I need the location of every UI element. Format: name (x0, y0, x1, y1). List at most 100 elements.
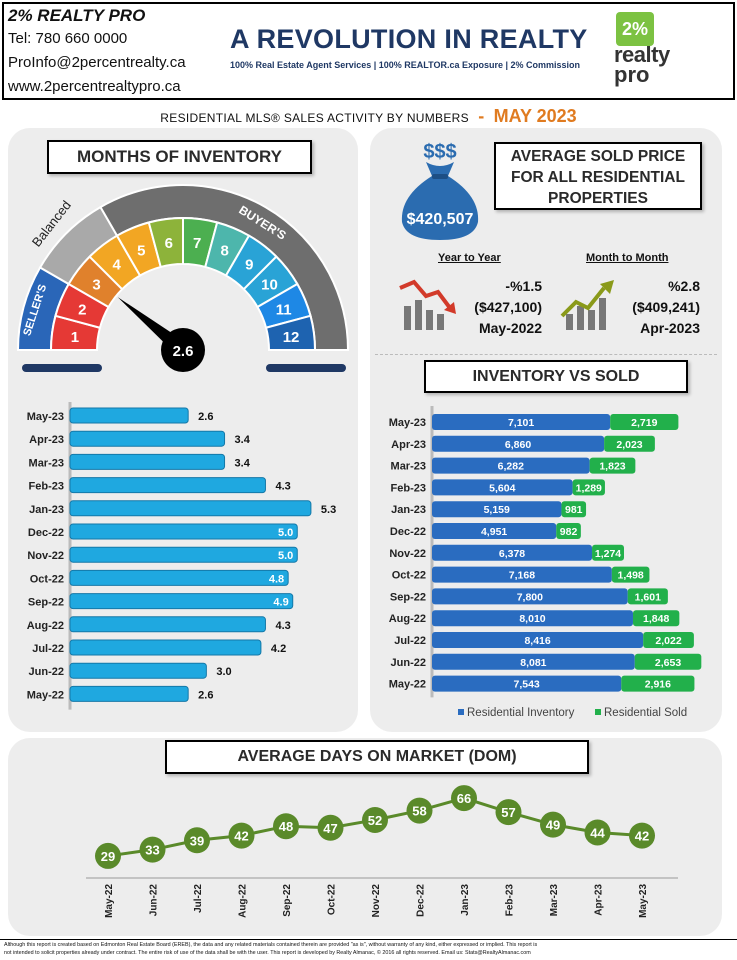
inv-category-label: Sep-22 (390, 591, 426, 603)
website-link[interactable]: www.2percentrealtypro.ca (8, 78, 181, 95)
subtitle-text: RESIDENTIAL MLS® SALES ACTIVITY BY NUMBE… (160, 111, 469, 125)
inventory-vs-sold-title: INVENTORY VS SOLD (424, 360, 688, 393)
sold-bar (634, 653, 702, 670)
inv-category-label: Apr-23 (391, 439, 426, 451)
avg-price-title-line3: PROPERTIES (548, 190, 648, 207)
inv-category-label: Jun-22 (391, 657, 426, 669)
footer-rule (0, 939, 737, 940)
dom-x-tick-label: Mar-23 (549, 884, 560, 917)
inv-category-label: Jul-22 (394, 635, 426, 647)
sold-bar (627, 588, 668, 605)
moi-bar (69, 500, 312, 517)
dom-x-tick-label: May-22 (104, 884, 115, 918)
inventory-bar (432, 675, 622, 692)
inventory-bar (432, 566, 612, 583)
months-inventory-title: MONTHS OF INVENTORY (47, 140, 312, 174)
email-address: ProInfo@2percentrealty.ca (8, 54, 186, 71)
up-trend-icon (560, 280, 614, 330)
sold-bar (561, 501, 587, 518)
mom-heading: Month to Month (586, 252, 669, 264)
sold-bar-label: 982 (560, 526, 578, 538)
moi-category-label: Dec-22 (28, 527, 64, 539)
gauge-hub (161, 328, 205, 372)
moi-bar (69, 523, 298, 540)
sold-bar (610, 414, 679, 430)
avg-price-title-line1: AVERAGE SOLD PRICE (510, 148, 686, 165)
inv-category-label: Dec-22 (390, 526, 426, 538)
company-name: 2% REALTY PRO (8, 6, 146, 25)
inventory-bar (432, 588, 628, 605)
dom-point-label: 29 (101, 849, 115, 864)
inventory-bar-label: 5,159 (484, 504, 510, 516)
legend-inventory-swatch (458, 709, 464, 715)
legend-inventory-label: Residential Inventory (467, 707, 575, 719)
gauge-base-right (266, 364, 346, 372)
moi-category-label: Mar-23 (29, 457, 64, 469)
sold-bar-label: 981 (565, 504, 583, 516)
sold-bar (643, 632, 694, 648)
money-bag-icon: $$$ $420,507 (401, 141, 479, 240)
inv-category-label: Feb-23 (391, 482, 426, 494)
dom-x-tick-label: Jul-22 (193, 884, 204, 913)
moi-bar-label: 3.0 (216, 666, 231, 678)
header-banner (2, 2, 735, 100)
dom-point-label: 42 (635, 829, 649, 844)
logo-word-pro: pro (614, 62, 650, 87)
inventory-bar (432, 544, 593, 561)
tagline: 100% Real Estate Agent Services | 100% R… (230, 60, 581, 70)
footer-line1: Although this report is created based on… (4, 942, 538, 948)
dom-line-chart: 29 May-22 33 Jun-22 39 Jul-22 42 Aug-22 48 Sep-22… (86, 785, 678, 918)
inventory-bar-label: 8,416 (524, 635, 550, 647)
gauge-segment-label: 9 (245, 257, 253, 274)
dom-point (406, 797, 433, 824)
sold-bar (632, 610, 680, 627)
moi-category-label: Apr-23 (29, 434, 64, 446)
legend-sold-swatch (595, 709, 601, 715)
dom-point (184, 827, 210, 854)
inventory-bar-label: 7,168 (509, 570, 535, 582)
inv-category-label: May-22 (389, 679, 426, 691)
dom-point-label: 33 (145, 843, 159, 858)
gauge-segment-label: 7 (193, 235, 201, 252)
inventory-bar (432, 632, 644, 648)
dom-point (451, 785, 477, 812)
gauge-segment-label: 12 (283, 329, 300, 346)
inventory-bar-label: 7,543 (513, 679, 539, 691)
moi-bar (69, 616, 266, 633)
dom-point-label: 49 (546, 818, 560, 833)
footer-line2: not intended to solicit properties alrea… (4, 950, 531, 956)
moi-bar (69, 430, 226, 447)
dom-point-label: 52 (368, 813, 382, 828)
moi-category-label: Sep-22 (28, 597, 64, 609)
moi-category-label: May-23 (27, 411, 64, 423)
footer-disclaimer: Although this report is created based on… (4, 941, 733, 957)
moi-bar (69, 407, 189, 424)
inventory-bar (432, 479, 573, 496)
moi-category-label: Jan-23 (29, 504, 64, 516)
mom-value: ($409,241) (632, 299, 700, 315)
sold-bar (611, 566, 650, 583)
yoy-period: May-2022 (478, 320, 542, 336)
avg-price-title: AVERAGE SOLD PRICE FOR ALL RESIDENTIAL P… (494, 142, 702, 210)
moi-bar-label: 2.6 (198, 411, 213, 423)
avg-price-title-line2: FOR ALL RESIDENTIAL (511, 169, 685, 186)
dom-point (495, 799, 522, 826)
legend-sold-label: Residential Sold (604, 707, 687, 719)
gauge-base-left (22, 364, 102, 372)
sold-bar (592, 544, 624, 561)
phone-number: Tel: 780 660 0000 (8, 30, 128, 47)
subtitle-dash: - (478, 106, 485, 126)
dom-point (228, 822, 255, 849)
dom-point (584, 819, 611, 846)
moi-category-label: Nov-22 (27, 550, 64, 562)
moi-bar (69, 593, 294, 610)
inventory-bar-label: 8,081 (520, 657, 546, 669)
report-subtitle: RESIDENTIAL MLS® SALES ACTIVITY BY NUMBE… (0, 106, 737, 127)
moi-bar-label: 5.3 (321, 504, 336, 516)
moi-bar-label: 4.3 (275, 620, 290, 632)
gauge-segment-label: 2 (78, 301, 86, 318)
moi-bar (69, 477, 266, 494)
sold-bar (556, 523, 581, 539)
gauge-segment-label: 4 (112, 257, 121, 274)
